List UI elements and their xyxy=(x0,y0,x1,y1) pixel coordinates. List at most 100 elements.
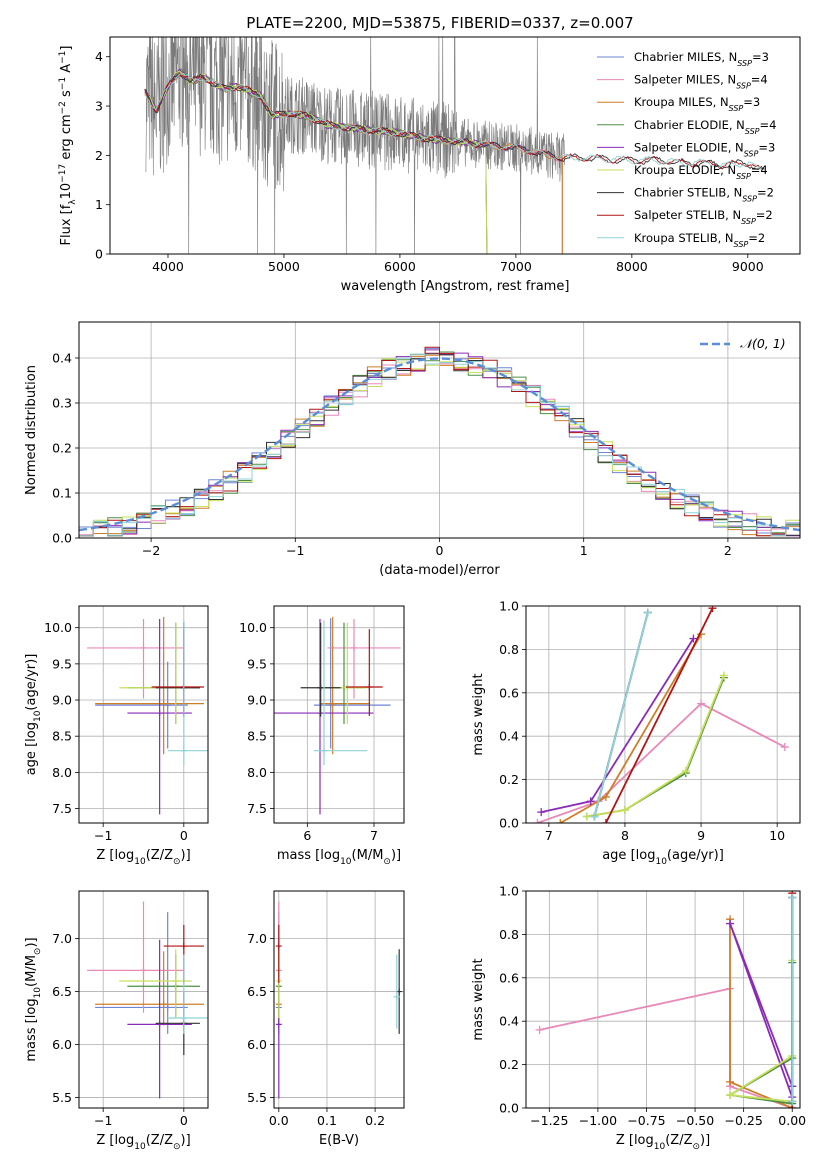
weight-marker xyxy=(620,805,629,814)
legend: Chabrier MILES, NSSP=3 Salpeter MILES, NS… xyxy=(597,50,776,248)
legend-suffix: =3 xyxy=(752,50,769,64)
plot-area-residuals xyxy=(79,346,800,537)
x-tick-label: −0.75 xyxy=(627,1113,665,1128)
label-part: λ xyxy=(68,199,78,205)
x-tick-label: 9000 xyxy=(732,259,764,274)
y-tick-label: 0.0 xyxy=(499,816,519,831)
label-part: ⊙ xyxy=(692,1142,700,1152)
label-part: (Z/Z xyxy=(146,1133,173,1148)
y-tick-label: 9.5 xyxy=(52,656,72,671)
y-tick-label: 0.2 xyxy=(499,1057,519,1072)
axes-layer: 4000 5000 6000 7000 8000 900001234wavelength … xyxy=(24,36,806,1153)
legend-entry: Salpeter ELODIE, NSSP=3 xyxy=(634,140,775,158)
x-axis-label: age [log10(age/yr)] xyxy=(602,848,724,867)
data-point xyxy=(366,684,373,691)
label-part: log xyxy=(114,848,134,863)
legend-entry: Salpeter STELIB, NSSP=2 xyxy=(634,208,773,226)
x-axis-label: mass [log10(M/M⊙)] xyxy=(277,848,401,867)
legend-entry: Chabrier ELODIE, NSSP=4 xyxy=(634,118,776,136)
weight-marker xyxy=(535,1025,544,1034)
y-tick-label: 10.0 xyxy=(239,620,267,635)
data-point xyxy=(160,700,167,707)
axes-frame xyxy=(78,605,209,824)
label-part: ⊙ xyxy=(173,857,181,867)
weight-marker xyxy=(601,792,610,801)
y-tick-label: 0.0 xyxy=(499,1101,519,1116)
model-spectrum xyxy=(144,68,488,254)
legend-suffix: =4 xyxy=(751,163,768,177)
x-tick-label: 5000 xyxy=(268,259,300,274)
label-part: (age/yr)] xyxy=(24,654,39,711)
y-tick-label: 6.0 xyxy=(247,1037,267,1052)
axes-frame xyxy=(525,605,801,824)
weight-line xyxy=(605,607,714,823)
legend-entry: Kroupa ELODIE, NSSP=4 xyxy=(634,163,768,181)
y-tick-label: 0.4 xyxy=(499,1014,519,1029)
y-tick-label: 8.0 xyxy=(52,765,72,780)
label-part: )] xyxy=(391,848,401,863)
x-tick-label: 0 xyxy=(436,543,444,558)
y-tick-label: 0 xyxy=(95,247,103,262)
x-tick-label: 10 xyxy=(769,828,785,843)
x-tick-label: 6 xyxy=(303,828,311,843)
x-tick-label: 9 xyxy=(697,828,705,843)
figure-title: PLATE=2200, MJD=53875, FIBERID=0337, z=0… xyxy=(246,14,633,32)
y-tick-label: 9.0 xyxy=(247,693,267,708)
x-tick-label: −0.25 xyxy=(724,1113,762,1128)
label-part: s xyxy=(59,90,74,101)
x-axis-label: Z [log10(Z/Z⊙)] xyxy=(616,1133,710,1152)
label-part: log xyxy=(114,1133,134,1148)
y-tick-label: 0.6 xyxy=(499,970,519,985)
data-point xyxy=(351,644,357,651)
label-part: (M/M xyxy=(24,955,39,987)
x-tick-label: 0 xyxy=(180,828,188,843)
x-tick-label: 0.00 xyxy=(778,1113,806,1128)
label-part: age [ xyxy=(602,848,635,863)
label-part: 10 xyxy=(59,183,74,200)
x-axis-label: Z [log10(Z/Z⊙)] xyxy=(96,1133,190,1152)
legend-entry: Chabrier MILES, NSSP=3 xyxy=(634,50,769,68)
panel-age-vs-mass: 6 7 7.5 8.0 8.5 9.0 9.5 10.0 mass [log10(M/M⊙)] xyxy=(239,605,405,867)
residual-histogram xyxy=(79,346,800,537)
y-tick-label: 0.8 xyxy=(499,642,519,657)
axes-frame xyxy=(109,36,801,255)
weight-line xyxy=(537,702,786,823)
y-tick-label: 2 xyxy=(95,148,103,163)
legend-entry: Salpeter MILES, NSSP=4 xyxy=(634,73,768,91)
label-part: log xyxy=(320,848,340,863)
legend-entry: Kroupa MILES, NSSP=3 xyxy=(634,95,760,113)
weight-marker xyxy=(590,812,599,821)
y-tick-label: 8.5 xyxy=(247,729,267,744)
data-point xyxy=(180,1015,187,1022)
weight-marker xyxy=(582,812,591,821)
x-tick-label: −1 xyxy=(286,543,304,558)
legend-sub: SSP xyxy=(742,194,757,203)
y-tick-label: 0.2 xyxy=(52,441,72,456)
data-point xyxy=(156,1021,163,1028)
label-part: log xyxy=(636,848,656,863)
plot-area-weight-vs-Z xyxy=(535,891,797,1108)
y-axis-label: mass weight xyxy=(471,958,486,1040)
legend-sub: SSP xyxy=(734,239,749,248)
legend-label: Kroupa MILES, N xyxy=(634,95,729,109)
data-point xyxy=(140,644,147,651)
y-tick-label: 7.5 xyxy=(52,801,72,816)
label-part: Z [ xyxy=(96,1133,114,1148)
label-part: (data-model)/error xyxy=(379,563,500,578)
panel-weight-vs-Z: −1.25 −1.00 −0.75 −0.50 −0.25 0.00 0.0 0.2 0.4 0.… xyxy=(471,884,806,1153)
data-point xyxy=(317,684,324,691)
weight-marker xyxy=(780,743,789,752)
weight-marker xyxy=(643,608,652,617)
y-tick-label: 0.4 xyxy=(52,351,72,366)
label-part: Z [ xyxy=(96,848,114,863)
x-tick-label: −2 xyxy=(142,543,160,558)
legend-entry: Kroupa STELIB, NSSP=2 xyxy=(634,231,765,249)
y-tick-label: 6.0 xyxy=(52,1037,72,1052)
x-tick-label: 6000 xyxy=(384,259,416,274)
weight-marker xyxy=(708,606,717,613)
plot-area-mass-vs-ebv xyxy=(275,901,403,1099)
data-point xyxy=(344,684,351,691)
x-tick-label: −1.25 xyxy=(530,1113,568,1128)
weight-marker xyxy=(601,819,610,823)
label-part: (Z/Z xyxy=(665,1133,692,1148)
